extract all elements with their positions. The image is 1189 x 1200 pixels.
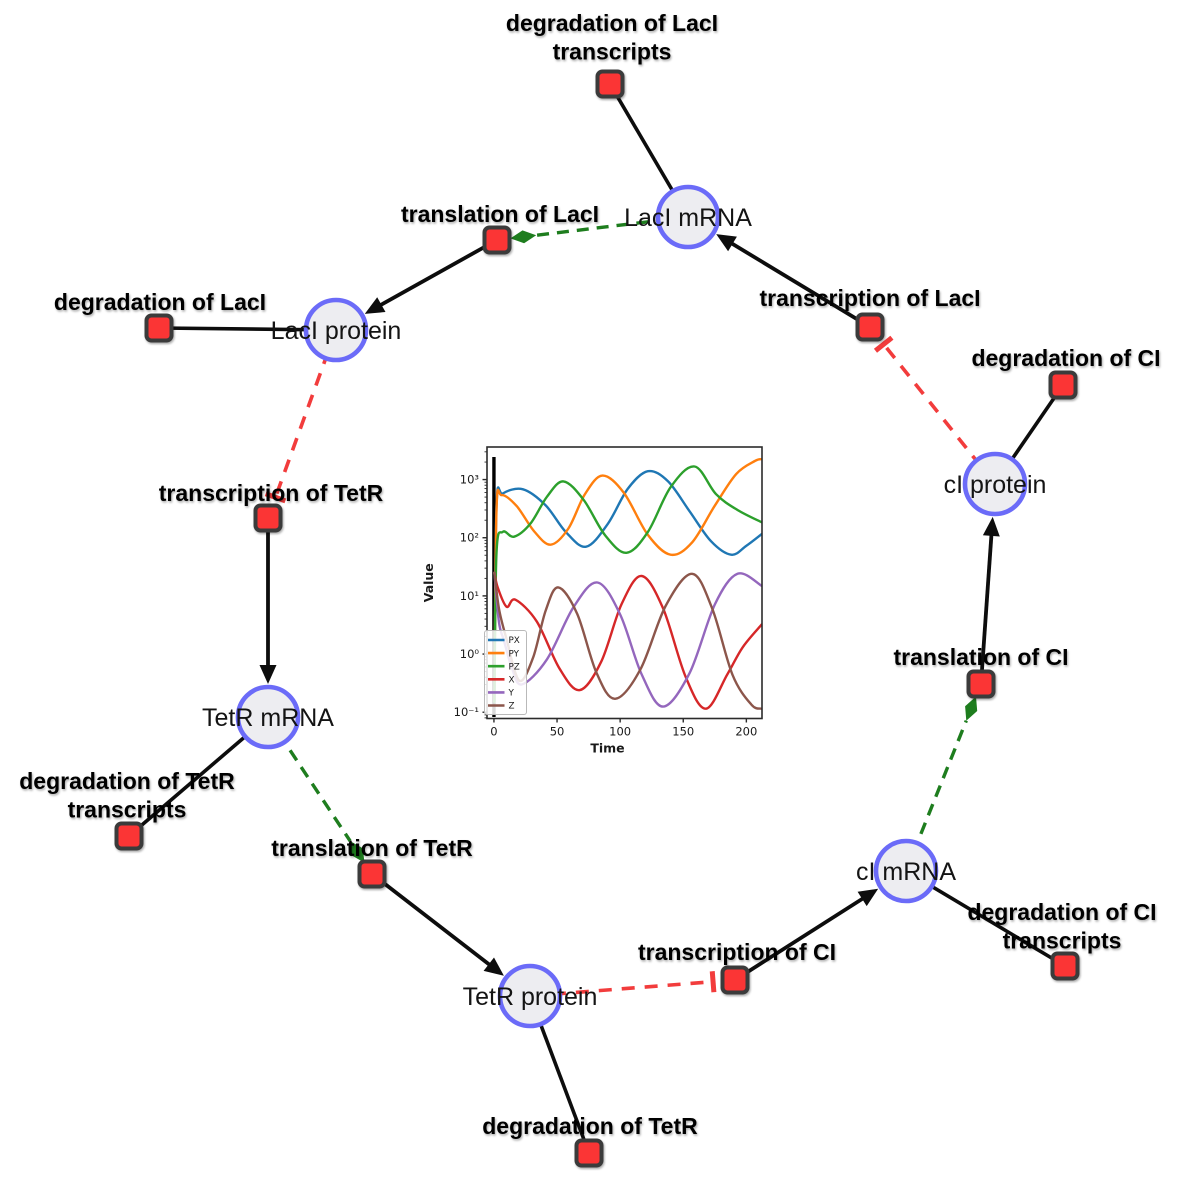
legend-box — [484, 630, 527, 715]
reaction-label-degradation-of-laci: degradation of LacI — [54, 289, 266, 315]
edge-tetr-protein--transcription-of-ci-tbar — [709, 971, 717, 993]
edge-transcription-of-laci--laci-mrna-arrowhead — [716, 234, 737, 252]
edge-translation-of-laci--laci-protein — [374, 238, 498, 310]
edge-transcription-of-ci--ci-mrna — [733, 893, 870, 982]
reaction-node-translation-of-laci[interactable] — [482, 225, 512, 255]
series-curve-x — [493, 571, 762, 710]
edge-ci-protein--transcription-of-laci-tbar — [873, 335, 894, 353]
legend-label-x: X — [509, 676, 515, 686]
species-label-laci-mrna: LacI mRNA — [624, 204, 752, 232]
reaction-label-degradation-of-laci-transcripts-line1: degradation of LacI — [506, 10, 718, 36]
reaction-label-transcription-of-laci: transcription of LacI — [759, 285, 980, 311]
x-tick-label: 0 — [490, 725, 497, 739]
legend-label-y: Y — [508, 689, 515, 699]
x-tick-label: 150 — [672, 725, 694, 739]
reaction-node-degradation-of-ci-transcripts[interactable] — [1050, 951, 1080, 981]
reaction-node-degradation-of-laci[interactable] — [144, 313, 174, 343]
species-node-laci-mrna[interactable] — [655, 184, 721, 250]
reaction-node-degradation-of-tetr[interactable] — [574, 1138, 604, 1168]
species-label-tetr-protein: TetR protein — [463, 983, 598, 1011]
edge-tetr-mrna--translation-of-tetr-modifier-arrowhead — [350, 841, 365, 863]
species-node-tetr-mrna[interactable] — [235, 684, 301, 750]
reaction-label-degradation-of-ci: degradation of CI — [971, 345, 1160, 371]
species-node-laci-protein[interactable] — [303, 297, 369, 363]
species-node-ci-mrna[interactable] — [873, 838, 939, 904]
label-layer: degradation of LacI transcripts translatio… — [19, 10, 1160, 1139]
reaction-node-degradation-of-tetr-transcripts[interactable] — [114, 821, 144, 851]
reaction-label-degradation-of-laci-transcripts-line2: transcripts — [553, 39, 672, 65]
edge-translation-of-tetr--tetr-protein — [370, 872, 496, 971]
reaction-label-translation-of-tetr: translation of TetR — [271, 835, 473, 861]
reaction-node-degradation-of-laci-transcripts[interactable] — [595, 69, 625, 99]
edge-laci-protein--transcription-of-tetr-tbar — [264, 491, 287, 504]
series-curve-px — [493, 469, 762, 704]
legend-label-pz: PZ — [509, 662, 520, 672]
reaction-node-transcription-of-ci[interactable] — [720, 965, 750, 995]
species-node-ci-protein[interactable] — [962, 451, 1028, 517]
reaction-node-transcription-of-tetr[interactable] — [253, 503, 283, 533]
edge-translation-of-ci--ci-protein — [979, 528, 994, 685]
reaction-label-transcription-of-tetr: transcription of TetR — [159, 480, 384, 506]
edge-transcription-of-laci--laci-mrna — [725, 238, 871, 329]
y-tick-label: 10¹ — [460, 589, 479, 603]
edge-ci-mrna--translation-of-ci-modifier-arrowhead — [965, 696, 978, 721]
species-label-laci-protein: LacI protein — [271, 317, 402, 345]
edge-translation-of-laci--laci-protein-arrowhead — [364, 297, 386, 314]
legend-label-z: Z — [509, 702, 515, 712]
species-label-ci-mrna: cI mRNA — [856, 858, 956, 886]
plot-frame — [486, 446, 763, 720]
species-label-ci-protein: cI protein — [944, 471, 1047, 499]
series-curve-py — [493, 457, 762, 704]
x-tick-label: 50 — [550, 725, 565, 739]
legend-label-py: PY — [509, 649, 520, 659]
reaction-label-degradation-of-tetr-transcripts-line1: degradation of TetR — [19, 768, 235, 794]
plot-background — [487, 447, 762, 719]
x-axis-label: Time — [590, 741, 624, 756]
node-layer — [114, 69, 1080, 1168]
y-axis-label: Value — [421, 563, 436, 602]
edge-translation-of-tetr--tetr-protein-arrowhead — [483, 957, 504, 976]
series-curve-pz — [493, 465, 762, 704]
reaction-node-transcription-of-laci[interactable] — [855, 312, 885, 342]
species-label-tetr-mrna: TetR mRNA — [202, 704, 334, 732]
y-tick-label: 10⁻¹ — [454, 705, 479, 719]
reaction-label-translation-of-laci: translation of LacI — [401, 201, 599, 227]
y-tick-label: 10⁰ — [460, 647, 480, 661]
x-tick-label: 200 — [735, 725, 757, 739]
reaction-label-degradation-of-ci-transcripts-line1: degradation of CI — [967, 899, 1156, 925]
edge-laci-mrna--translation-of-laci-modifier-arrowhead — [510, 230, 537, 244]
reaction-label-degradation-of-ci-transcripts-line2: transcripts — [1003, 928, 1122, 954]
edge-transcription-of-tetr--tetr-mrna-arrowhead — [259, 665, 277, 684]
y-tick-label: 10² — [460, 531, 479, 545]
x-tick-label: 100 — [609, 725, 631, 739]
reaction-node-degradation-of-ci[interactable] — [1048, 370, 1078, 400]
reaction-label-transcription-of-ci: transcription of CI — [638, 939, 836, 965]
y-tick-label: 10³ — [460, 473, 480, 487]
reaction-label-degradation-of-tetr-transcripts-line2: transcripts — [68, 797, 187, 823]
legend-label-px: PX — [509, 636, 520, 646]
reaction-label-degradation-of-tetr: degradation of TetR — [482, 1113, 698, 1139]
reaction-label-translation-of-ci: translation of CI — [893, 644, 1068, 670]
reaction-node-translation-of-tetr[interactable] — [357, 859, 387, 889]
species-node-tetr-protein[interactable] — [497, 963, 563, 1029]
inset-chart: 0 50 100 150 200 10³ 10² 10¹ 10⁰ 10⁻¹ Time Value PX P… — [421, 446, 763, 756]
reaction-node-translation-of-ci[interactable] — [966, 669, 996, 699]
edge-translation-of-ci--ci-protein-arrowhead — [982, 516, 1000, 537]
edge-transcription-of-ci--ci-mrna-arrowhead — [857, 888, 879, 907]
